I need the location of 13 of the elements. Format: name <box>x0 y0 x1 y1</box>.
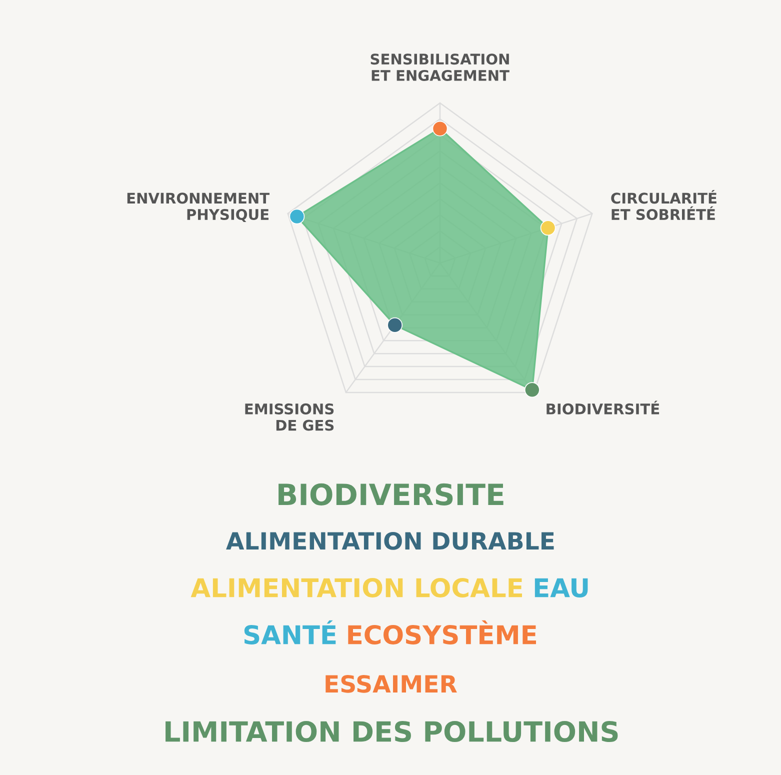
spoke-label: ENVIRONNEMENT PHYSIQUE <box>127 192 270 222</box>
text: ESSAIMER <box>326 674 457 693</box>
spoke-label: BIODIVERSITÉ <box>546 400 660 414</box>
spoke-label: CIRCULARITÉ ET SOBRIÉTÉ <box>611 190 716 220</box>
spoke-label: EMISSIONS DE GES <box>245 403 334 431</box>
text: ALIMENTATION LOCALE <box>190 578 522 598</box>
text: SANTÉ <box>244 620 336 644</box>
text: ALIMENTATION DURABLE <box>226 532 554 550</box>
text: LIMITATION DES POLLUTIONS <box>166 721 618 742</box>
text: ECOSYSTÈME <box>348 620 536 644</box>
text: EAU <box>534 578 588 598</box>
text: BIODIVERSITE <box>278 483 504 506</box>
spoke-label: SENSIBILISATION ET ENGAGEMENT <box>370 54 510 81</box>
